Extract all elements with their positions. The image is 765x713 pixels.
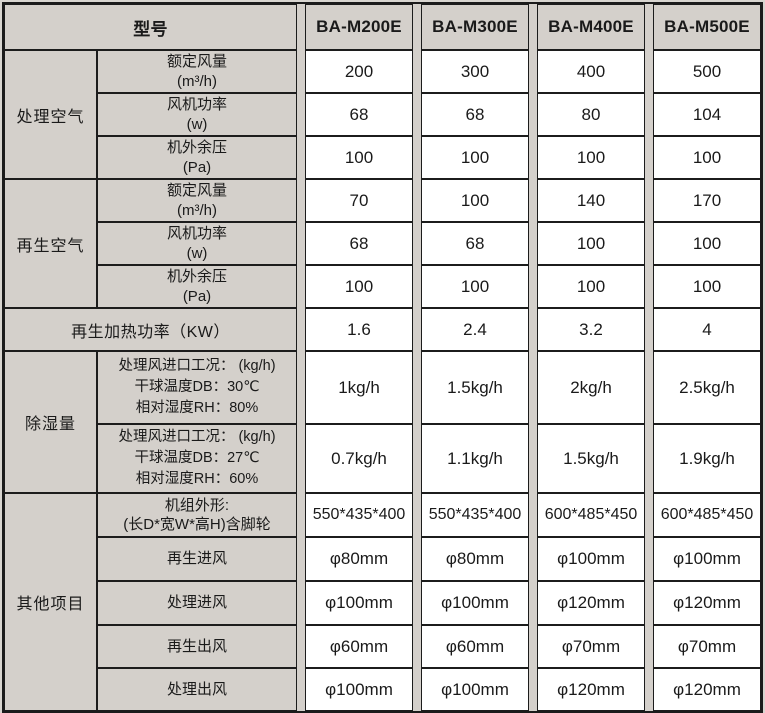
data-cell: φ100mm	[421, 668, 529, 711]
data-cell: 1.5kg/h	[537, 424, 645, 493]
data-cell: 400	[537, 50, 645, 93]
data-cell: φ120mm	[537, 581, 645, 625]
group-label-regen-air: 再生空气	[4, 179, 97, 308]
data-cell: 200	[305, 50, 413, 93]
row-label-regen-heating: 再生加热功率（KW）	[4, 308, 297, 351]
data-cell: 1kg/h	[305, 351, 413, 424]
data-cell: 600*485*450	[537, 493, 645, 537]
data-cell: 68	[421, 93, 529, 136]
row-label: 额定风量 (m³/h)	[97, 179, 297, 222]
row-label: 风机功率 (w)	[97, 93, 297, 136]
data-cell: 170	[653, 179, 761, 222]
data-cell: 550*435*400	[421, 493, 529, 537]
data-cell: 70	[305, 179, 413, 222]
row-label: 额定风量 (m³/h)	[97, 50, 297, 93]
data-cell: 68	[421, 222, 529, 265]
data-cell: 100	[305, 265, 413, 308]
row-label: 再生进风	[97, 537, 297, 581]
data-cell: φ100mm	[653, 537, 761, 581]
group-label-processing-air: 处理空气	[4, 50, 97, 179]
row-label: 处理进风	[97, 581, 297, 625]
model-header: BA-M200E	[305, 4, 413, 50]
row-label: 机外余压 (Pa)	[97, 136, 297, 179]
data-cell: φ120mm	[653, 668, 761, 711]
data-cell: 104	[653, 93, 761, 136]
data-cell: φ60mm	[305, 625, 413, 668]
data-cell: 2.5kg/h	[653, 351, 761, 424]
data-cell: 68	[305, 93, 413, 136]
data-cell: 550*435*400	[305, 493, 413, 537]
header-model-label: 型号	[4, 4, 297, 50]
data-cell: 4	[653, 308, 761, 351]
data-cell: 0.7kg/h	[305, 424, 413, 493]
data-cell: 68	[305, 222, 413, 265]
row-label: 处理风进口工况： (kg/h) 干球温度DB：30℃ 相对湿度RH：80%	[97, 351, 297, 424]
row-label: 机外余压 (Pa)	[97, 265, 297, 308]
data-cell: 100	[421, 179, 529, 222]
group-label-dehumidification: 除湿量	[4, 351, 97, 493]
data-cell: 100	[537, 136, 645, 179]
row-label: 处理风进口工况： (kg/h) 干球温度DB：27℃ 相对湿度RH：60%	[97, 424, 297, 493]
data-cell: 1.9kg/h	[653, 424, 761, 493]
row-label: 风机功率 (w)	[97, 222, 297, 265]
data-cell: φ70mm	[537, 625, 645, 668]
model-header: BA-M500E	[653, 4, 761, 50]
data-cell: φ100mm	[421, 581, 529, 625]
data-cell: 100	[305, 136, 413, 179]
model-header: BA-M300E	[421, 4, 529, 50]
row-label: 再生出风	[97, 625, 297, 668]
data-cell: φ70mm	[653, 625, 761, 668]
data-cell: 2.4	[421, 308, 529, 351]
data-cell: φ80mm	[421, 537, 529, 581]
group-label-other-items: 其他项目	[4, 493, 97, 711]
data-cell: φ120mm	[537, 668, 645, 711]
data-cell: 500	[653, 50, 761, 93]
data-cell: 140	[537, 179, 645, 222]
data-cell: 600*485*450	[653, 493, 761, 537]
data-cell: 100	[537, 222, 645, 265]
data-cell: 1.1kg/h	[421, 424, 529, 493]
data-cell: φ120mm	[653, 581, 761, 625]
data-cell: 300	[421, 50, 529, 93]
data-cell: 3.2	[537, 308, 645, 351]
data-cell: 1.6	[305, 308, 413, 351]
data-cell: 100	[653, 265, 761, 308]
model-header: BA-M400E	[537, 4, 645, 50]
data-cell: 100	[421, 265, 529, 308]
data-cell: 100	[421, 136, 529, 179]
data-cell: 100	[653, 136, 761, 179]
data-cell: 80	[537, 93, 645, 136]
data-cell: 100	[537, 265, 645, 308]
data-cell: φ100mm	[537, 537, 645, 581]
data-cell: φ60mm	[421, 625, 529, 668]
data-cell: 1.5kg/h	[421, 351, 529, 424]
data-cell: φ100mm	[305, 668, 413, 711]
row-label: 处理出风	[97, 668, 297, 711]
data-cell: 2kg/h	[537, 351, 645, 424]
data-cell: φ80mm	[305, 537, 413, 581]
row-label: 机组外形: (长D*宽W*高H)含脚轮	[97, 493, 297, 537]
data-cell: φ100mm	[305, 581, 413, 625]
data-cell: 100	[653, 222, 761, 265]
